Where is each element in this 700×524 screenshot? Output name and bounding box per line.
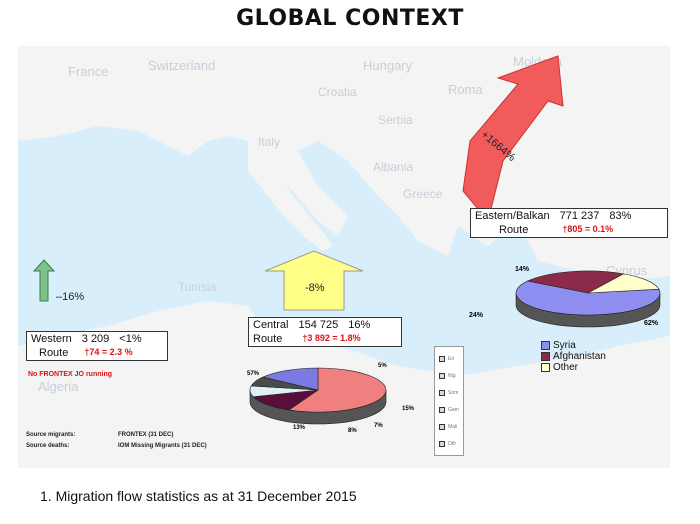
source-deaths-value: IOM Missing Migrants (31 DEC) [118, 443, 207, 449]
central-pie-label-3: 8% [348, 428, 357, 434]
legend-label-other: Other [553, 362, 579, 373]
eastern-pie-slice-2 [587, 273, 660, 294]
central-pie-slice-4 [262, 367, 319, 391]
legend-swatch-afghanistan [541, 352, 550, 361]
western-route-note: No FRONTEX JO running [28, 371, 112, 378]
central-route-arrow [264, 250, 364, 311]
western-route-box: Western 3 209 <1% Route †74 = 2.3 % [26, 331, 168, 361]
map-label-roma: Roma [448, 82, 483, 97]
legend-swatch-5 [439, 423, 445, 430]
central-route-name: Central [253, 319, 289, 331]
footnote: 1. Migration flow statistics as at 31 De… [40, 488, 357, 504]
central-route-pct: 16% [348, 319, 371, 331]
eastern-route-box: Eastern/Balkan 771 237 83% Route †805 = … [470, 208, 668, 238]
legend-swatch-other [541, 363, 550, 372]
italy-land [248, 141, 333, 251]
eastern-route-arrow [462, 55, 564, 223]
map-label-albania: Albania [373, 160, 413, 174]
central-pie-label-6: 5% [378, 363, 387, 369]
legend-swatch-6 [439, 440, 445, 447]
eastern-pie-label-other: 14% [515, 266, 530, 273]
legend-item-4: Gam [439, 401, 459, 418]
western-route-label: Route [39, 347, 69, 359]
eastern-pie-label-afghanistan: 24% [469, 312, 484, 319]
central-route-deaths: †3 892 = 1.8% [302, 333, 361, 343]
western-route-arrow [32, 259, 56, 302]
legend-label-syria: Syria [553, 340, 576, 351]
map-label-croatia: Croatia [318, 85, 357, 99]
source-migrants-value: FRONTEX (31 DEC) [118, 432, 174, 438]
central-pie-label-4: 7% [374, 423, 383, 429]
eastern-route-label: Route [499, 224, 529, 236]
source-migrants-label: Source migrants: [26, 432, 76, 438]
legend-item-2: Nig [439, 367, 459, 384]
eastern-route-count: 771 237 [559, 210, 600, 222]
legend-item-6: Oth [439, 435, 459, 452]
map-label-hungary: Hungary [363, 58, 413, 73]
eastern-route-pct: 83% [609, 210, 632, 222]
legend-label-afghanistan: Afghanistan [553, 351, 606, 362]
legend-item-afghanistan: Afghanistan [541, 351, 606, 362]
legend-item-other: Other [541, 362, 606, 373]
eastern-pie-slice-1 [526, 270, 625, 294]
page-title: GLOBAL CONTEXT [236, 6, 464, 31]
western-route-deaths: †74 = 2.3 % [84, 347, 133, 357]
legend-item-1: Eri [439, 350, 459, 367]
central-pie-slice-1 [252, 389, 319, 411]
central-pie-slice-0 [288, 367, 387, 413]
legend-item-syria: Syria [541, 340, 606, 351]
central-route-box: Central 154 725 16% Route †3 892 = 1.8% [248, 317, 402, 347]
western-route-name: Western [31, 333, 72, 345]
western-route-count: 3 209 [81, 333, 110, 345]
central-route-label: Route [253, 333, 283, 345]
legend-label-5: Mali [448, 423, 458, 430]
legend-swatch-2 [439, 372, 445, 379]
legend-label-4: Gam [448, 406, 459, 413]
central-arrow-label: -8% [305, 282, 325, 294]
eastern-route-deaths: †805 = 0.1% [562, 224, 614, 234]
eastern-pie-legend: Syria Afghanistan Other [541, 340, 606, 373]
eastern-route-name: Eastern/Balkan [475, 210, 550, 222]
central-pie-label-1: 57% [247, 371, 260, 377]
legend-swatch-1 [439, 355, 445, 362]
central-pie-label-2: 15% [402, 406, 415, 412]
central-pie-legend: Eri Nig Som Gam Mali Oth [434, 346, 464, 456]
legend-label-6: Oth [448, 440, 457, 447]
legend-label-3: Som [448, 389, 459, 396]
eastern-pie-slice-0 [515, 280, 661, 316]
legend-swatch-4 [439, 406, 445, 413]
central-route-count: 154 725 [298, 319, 339, 331]
legend-item-3: Som [439, 384, 459, 401]
central-pie-chart [249, 367, 387, 425]
western-arrow-label: –16% [56, 291, 84, 303]
map-label-tunisia: Tunisia [178, 280, 217, 294]
legend-item-5: Mali [439, 418, 459, 435]
map-label-italy: Italy [258, 135, 280, 149]
western-route-pct: <1% [119, 333, 142, 345]
legend-label-2: Nig [448, 372, 456, 379]
legend-swatch-syria [541, 341, 550, 350]
map-label-greece: Greece [403, 187, 443, 201]
map-label-algeria: Algeria [38, 379, 79, 394]
eastern-pie-chart [515, 270, 661, 328]
source-deaths-label: Source deaths: [26, 443, 70, 449]
map-label-switzerland: Switzerland [148, 58, 215, 73]
legend-label-1: Eri [448, 355, 455, 362]
eastern-pie-label-syria: 62% [644, 320, 659, 327]
map-label-serbia: Serbia [378, 113, 413, 127]
legend-swatch-3 [439, 389, 445, 396]
map-label-france: France [68, 64, 108, 79]
central-pie-label-5: 13% [293, 425, 306, 431]
